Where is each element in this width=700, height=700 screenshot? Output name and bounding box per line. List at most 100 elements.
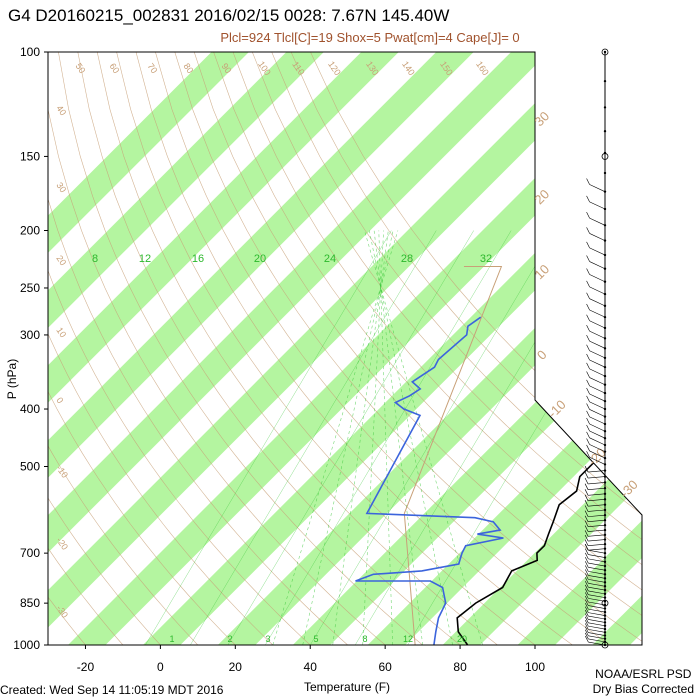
wind-barb-flag: [584, 494, 589, 501]
wind-barb: [588, 499, 606, 502]
created-timestamp: Created: Wed Sep 14 11:05:19 MDT 2016: [0, 683, 224, 697]
calm-wind-marker: [601, 153, 609, 160]
wind-barb-flag: [586, 344, 590, 351]
adiabat-label: 50: [73, 61, 87, 75]
moist-adiabat: [332, 230, 389, 645]
wind-barb: [588, 632, 606, 636]
mixing-ratio-bottom-label: 2: [227, 634, 232, 644]
calm-wind-marker: [601, 48, 609, 56]
dry-adiabat: [116, 52, 553, 645]
mixing-ratio-label: 24: [324, 253, 336, 265]
mixing-ratio-line: [354, 230, 602, 645]
adiabat-label: 60: [107, 61, 121, 75]
wind-barb-flag: [584, 500, 589, 507]
adiabat-label: 90: [219, 61, 233, 75]
dry-adiabat: [77, 52, 477, 645]
dry-adiabat: [48, 52, 97, 645]
wind-barb: [589, 320, 606, 329]
wind-barb-flag: [586, 353, 590, 361]
mixing-ratio-line: [145, 230, 392, 645]
wind-barb: [589, 444, 606, 452]
wind-barb-flag: [586, 403, 590, 410]
dry-adiabat: [48, 52, 135, 645]
dry-adiabat: [48, 52, 249, 645]
wind-barb: [588, 590, 606, 595]
wind-barb: [588, 612, 606, 616]
wind-barb: [589, 377, 606, 386]
parcel-path: [403, 266, 503, 645]
isotherm-band: [422, 52, 642, 645]
wind-barb: [589, 350, 606, 359]
wind-barb-flag: [584, 556, 589, 564]
wind-barb-flag: [584, 629, 589, 636]
wind-barb-flag: [584, 505, 589, 512]
adiabat-side-label: 10: [54, 325, 68, 339]
wind-barb-flag: [584, 565, 589, 572]
wind-barb: [588, 619, 606, 623]
wind-barb: [588, 509, 606, 512]
wind-barb-flag: [584, 609, 589, 617]
wind-barb-flag: [584, 581, 589, 588]
wind-barb-flag: [584, 569, 589, 576]
mixing-ratio-bottom-label: 1: [169, 634, 174, 644]
wind-barb-flag: [584, 626, 589, 633]
dry-adiabat: [48, 52, 363, 645]
isotherm-band: [48, 52, 289, 645]
dry-adiabat: [290, 52, 642, 645]
wind-barb-flag: [584, 534, 589, 542]
wind-barb: [589, 385, 606, 394]
dry-adiabat: [0, 52, 20, 658]
wind-barb: [589, 437, 606, 446]
moist-adiabat: [362, 230, 384, 645]
mixing-ratio-label: 32: [480, 253, 492, 265]
wind-barb-flag: [584, 489, 589, 496]
wind-barb: [588, 504, 606, 507]
wind-barb: [588, 638, 606, 643]
y-tick-label: 100: [20, 45, 40, 59]
wind-barb: [588, 493, 606, 496]
dewpoint-line: [355, 316, 504, 645]
wind-barb: [589, 409, 606, 417]
wind-barb: [588, 571, 606, 575]
wind-barb-flag: [584, 530, 589, 537]
wind-barb-flag: [586, 303, 590, 311]
wind-barb-flag: [586, 211, 590, 219]
wind-barb: [588, 586, 606, 591]
x-tick-label: 60: [378, 660, 392, 674]
wind-barb: [588, 543, 606, 546]
wind-barb: [588, 615, 606, 620]
calm-wind-marker: [601, 599, 609, 607]
mixing-ratio-label: 8: [92, 253, 98, 265]
wind-barb: [589, 423, 606, 432]
wind-barb: [589, 393, 606, 402]
wind-barb-point: [603, 79, 607, 83]
moist-adiabat: [302, 230, 394, 645]
wind-barb-flag: [586, 444, 590, 452]
dry-adiabat: [252, 52, 642, 645]
wind-barb-point: [603, 481, 607, 484]
wind-barb-flag: [584, 573, 589, 580]
x-tick-label: 0: [157, 660, 164, 674]
wind-barb-flag: [584, 510, 589, 517]
organization-name: NOAA/ESRL PSD: [595, 667, 692, 681]
wind-barb: [589, 309, 606, 318]
x-axis-label: Temperature (F): [304, 680, 391, 694]
isotherm-band: [48, 52, 589, 645]
wind-barb-flag: [586, 325, 590, 332]
wind-barb: [588, 534, 606, 537]
mixing-ratio-bottom-label: 12: [403, 634, 413, 644]
dry-adiabat: [213, 52, 642, 645]
wind-barb-flag: [584, 595, 589, 603]
wind-barb-flag: [584, 552, 589, 560]
chart-subtitle: Plcl=924 Tlcl[C]=19 Shox=5 Pwat[cm]=4 Ca…: [220, 30, 520, 45]
wind-barb: [588, 629, 606, 633]
dry-adiabat: [155, 52, 629, 645]
mixing-ratio-line: [227, 230, 474, 645]
isotherm-band: [48, 52, 514, 645]
dry-adiabat: [271, 52, 642, 645]
wind-barb-flag: [584, 548, 589, 555]
wind-barb-flag: [584, 632, 589, 640]
isotherm-band: [48, 52, 439, 645]
moist-adiabat: [378, 230, 393, 645]
wind-barb: [588, 625, 606, 630]
